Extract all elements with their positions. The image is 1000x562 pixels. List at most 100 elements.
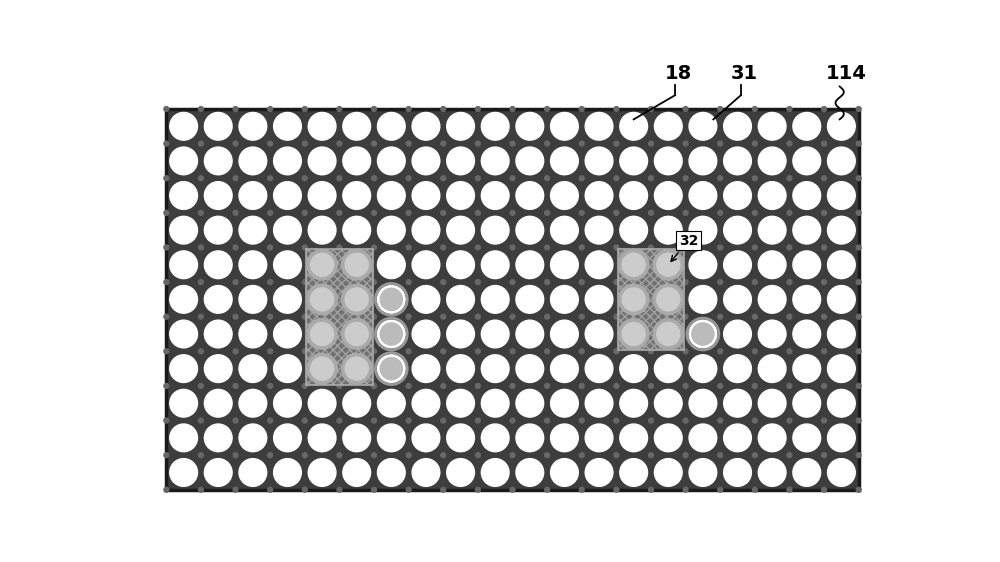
Circle shape xyxy=(856,453,861,457)
Circle shape xyxy=(620,459,648,486)
Circle shape xyxy=(377,216,405,244)
Circle shape xyxy=(545,487,550,492)
Circle shape xyxy=(793,424,821,452)
Circle shape xyxy=(545,176,550,180)
Bar xyxy=(306,249,373,384)
Circle shape xyxy=(164,280,169,284)
Circle shape xyxy=(516,320,544,348)
Text: 114: 114 xyxy=(826,64,867,83)
Circle shape xyxy=(170,216,197,244)
Circle shape xyxy=(239,182,267,210)
Circle shape xyxy=(199,314,203,319)
Circle shape xyxy=(239,112,267,140)
Circle shape xyxy=(689,112,717,140)
Circle shape xyxy=(689,285,717,313)
Circle shape xyxy=(793,459,821,486)
Circle shape xyxy=(302,141,307,146)
Circle shape xyxy=(308,320,336,348)
Circle shape xyxy=(377,389,405,417)
Circle shape xyxy=(620,251,648,279)
Circle shape xyxy=(622,323,645,346)
Circle shape xyxy=(787,487,792,492)
Circle shape xyxy=(752,487,757,492)
Circle shape xyxy=(585,424,613,452)
Circle shape xyxy=(377,355,405,383)
Circle shape xyxy=(164,314,169,319)
Circle shape xyxy=(268,210,273,215)
Circle shape xyxy=(654,320,682,348)
Circle shape xyxy=(718,280,723,284)
Circle shape xyxy=(620,147,648,175)
Circle shape xyxy=(377,320,405,348)
Circle shape xyxy=(724,182,751,210)
Circle shape xyxy=(447,216,474,244)
Circle shape xyxy=(268,453,273,457)
Circle shape xyxy=(579,487,584,492)
Circle shape xyxy=(758,389,786,417)
Circle shape xyxy=(164,349,169,353)
Circle shape xyxy=(372,280,376,284)
Circle shape xyxy=(343,355,371,383)
Circle shape xyxy=(787,210,792,215)
Circle shape xyxy=(345,323,368,346)
Circle shape xyxy=(516,216,544,244)
Circle shape xyxy=(516,112,544,140)
Circle shape xyxy=(412,389,440,417)
Circle shape xyxy=(475,107,480,111)
Circle shape xyxy=(510,176,515,180)
Circle shape xyxy=(752,245,757,250)
Circle shape xyxy=(372,107,376,111)
Circle shape xyxy=(406,383,411,388)
Circle shape xyxy=(585,251,613,279)
Circle shape xyxy=(274,424,301,452)
Circle shape xyxy=(551,182,578,210)
Circle shape xyxy=(475,383,480,388)
Circle shape xyxy=(343,320,371,348)
Circle shape xyxy=(481,389,509,417)
Circle shape xyxy=(649,107,653,111)
Circle shape xyxy=(199,280,203,284)
Circle shape xyxy=(233,487,238,492)
Circle shape xyxy=(199,487,203,492)
Circle shape xyxy=(510,453,515,457)
Circle shape xyxy=(311,253,334,277)
Circle shape xyxy=(372,487,376,492)
Circle shape xyxy=(724,389,751,417)
Circle shape xyxy=(828,112,855,140)
Circle shape xyxy=(412,147,440,175)
Circle shape xyxy=(551,216,578,244)
Circle shape xyxy=(545,280,550,284)
Circle shape xyxy=(718,418,723,423)
Circle shape xyxy=(510,280,515,284)
Circle shape xyxy=(239,216,267,244)
Circle shape xyxy=(199,107,203,111)
Circle shape xyxy=(337,349,342,353)
Circle shape xyxy=(170,251,197,279)
Circle shape xyxy=(164,487,169,492)
Circle shape xyxy=(441,245,446,250)
Circle shape xyxy=(620,285,648,313)
Circle shape xyxy=(447,424,474,452)
Circle shape xyxy=(481,424,509,452)
Circle shape xyxy=(268,349,273,353)
Circle shape xyxy=(793,389,821,417)
Circle shape xyxy=(377,424,405,452)
Circle shape xyxy=(268,280,273,284)
Circle shape xyxy=(718,349,723,353)
Circle shape xyxy=(579,280,584,284)
Circle shape xyxy=(752,107,757,111)
Circle shape xyxy=(308,251,336,279)
Circle shape xyxy=(579,349,584,353)
Circle shape xyxy=(620,320,648,348)
Circle shape xyxy=(752,418,757,423)
Circle shape xyxy=(199,210,203,215)
Bar xyxy=(618,249,684,350)
Circle shape xyxy=(683,141,688,146)
Circle shape xyxy=(475,418,480,423)
Circle shape xyxy=(341,319,372,349)
Circle shape xyxy=(337,245,342,250)
Circle shape xyxy=(341,284,372,315)
Circle shape xyxy=(302,487,307,492)
Circle shape xyxy=(412,285,440,313)
Circle shape xyxy=(233,314,238,319)
